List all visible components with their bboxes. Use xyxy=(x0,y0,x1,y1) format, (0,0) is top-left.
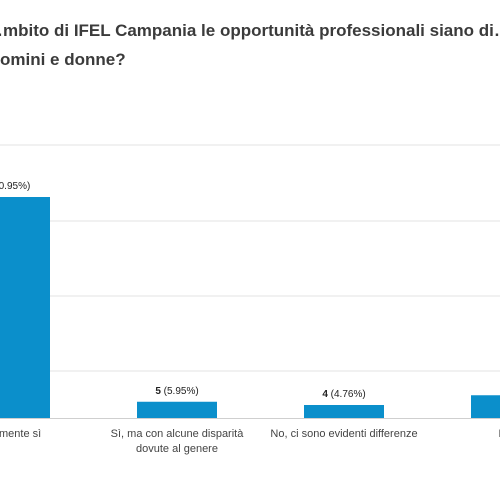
data-label-count: 5 xyxy=(155,386,163,397)
x-tick-label-line: No… xyxy=(498,428,500,440)
x-tick-label-line: …tamente sì xyxy=(0,428,41,440)
x-tick-label-4: No… xyxy=(498,428,500,440)
bar-4[interactable] xyxy=(471,395,500,418)
gridlines xyxy=(0,144,500,372)
chart-title: …mbito di IFEL Campania le opportunità p… xyxy=(0,21,500,69)
bar-1[interactable] xyxy=(0,197,50,418)
data-label-1: (80.95%) xyxy=(0,181,30,192)
data-label-percent: (4.76%) xyxy=(331,389,366,400)
x-tick-label-line: dovute al genere xyxy=(136,443,218,455)
x-tick-label-2: Sì, ma con alcune disparità dovute al gen… xyxy=(111,428,245,455)
data-label-percent: (5.95%) xyxy=(164,386,199,397)
bar-3[interactable] xyxy=(304,405,384,418)
bar-2[interactable] xyxy=(137,401,217,418)
x-tick-label-3: No, ci sono evidenti differenze xyxy=(270,428,417,440)
data-label-count: 4 xyxy=(322,389,330,400)
data-label-percent: (80.95%) xyxy=(0,181,30,192)
data-label-3: 4 (4.76%) xyxy=(322,389,365,400)
data-label-2: 5 (5.95%) xyxy=(155,386,198,397)
x-tick-label-line: Sì, ma con alcune disparità xyxy=(111,428,245,440)
x-tick-label-line: No, ci sono evidenti differenze xyxy=(270,428,417,440)
x-tick-label-1: …tamente sì xyxy=(0,428,41,440)
